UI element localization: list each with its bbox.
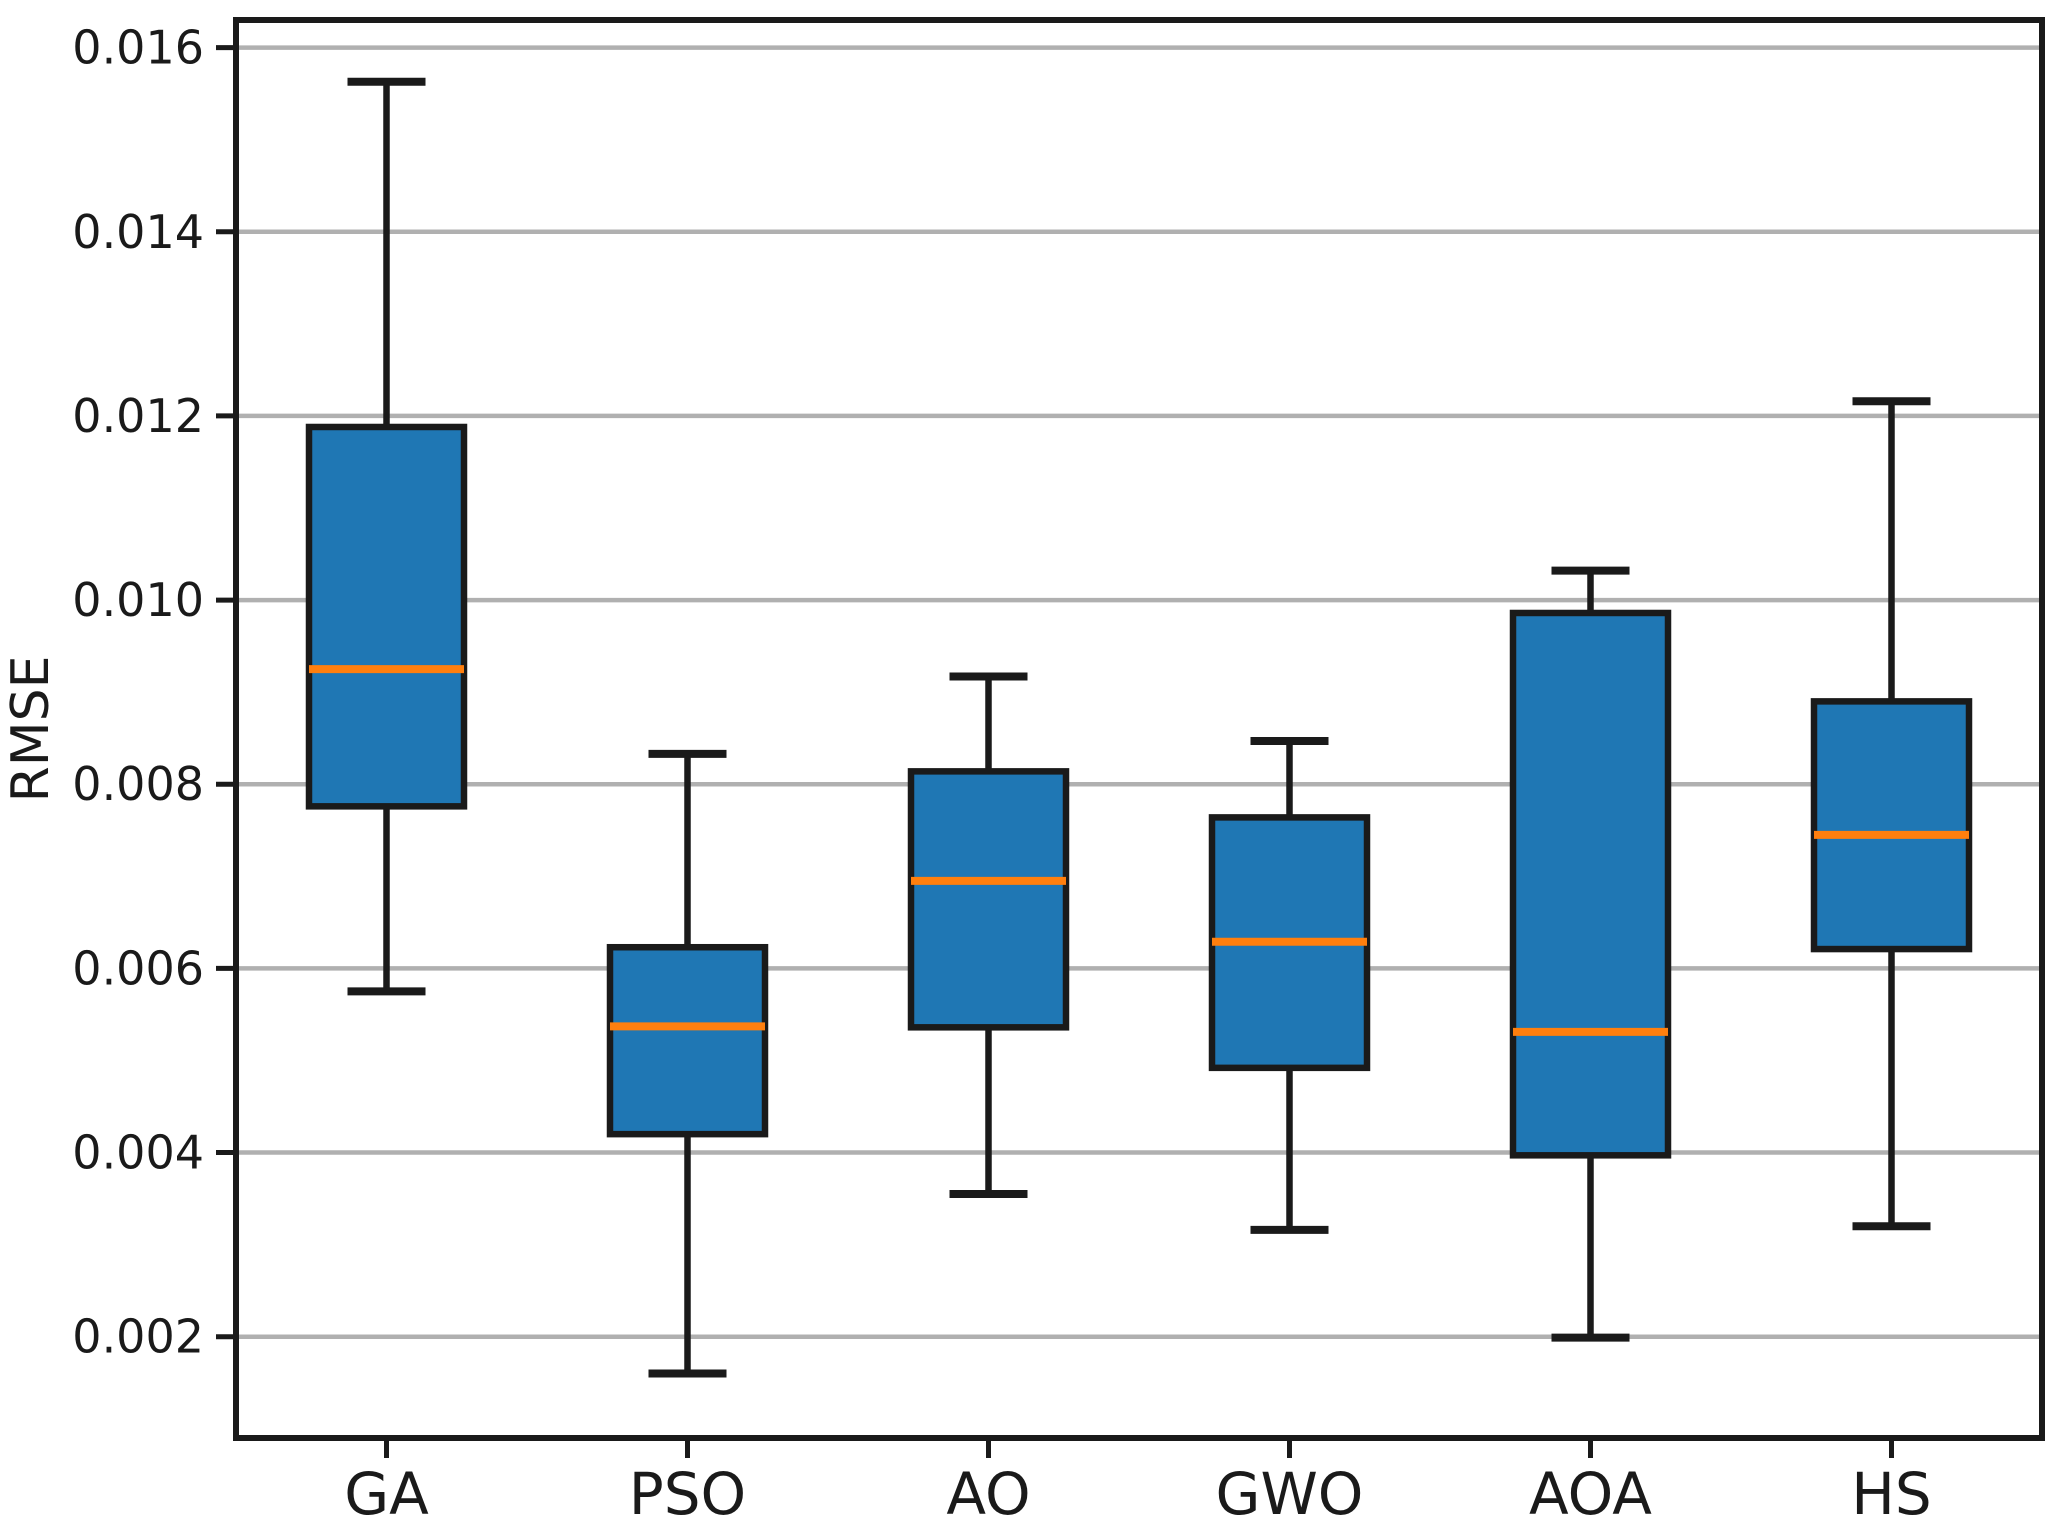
x-tick-label-HS: HS [1851,1460,1931,1527]
box-group-HS [1810,397,1973,1231]
grid-layer [236,45,2042,1339]
box-group-PSO [606,749,769,1378]
y-tick-label-0.002: 0.002 [72,1310,204,1364]
y-tick-label-0.016: 0.016 [72,21,204,75]
y-tick-label-0.008: 0.008 [72,757,204,811]
x-tick-label-GWO: GWO [1216,1460,1364,1527]
y-axis-label: RMSE [1,656,61,803]
box-group-AOA [1509,566,1672,1342]
y-tick-label-0.004: 0.004 [72,1126,204,1180]
iqr-box-AOA [1509,609,1672,1159]
x-tick-label-PSO: PSO [629,1460,746,1527]
axis-layer: GA PSO AO GWO AOA HS 0.002 0.004 0.006 0.008 0.010… [72,17,2045,1527]
x-tick-label-AO: AO [946,1460,1030,1527]
iqr-box-GA [305,423,468,810]
box-group-GWO [1208,736,1371,1234]
y-tick-label-0.012: 0.012 [72,389,204,443]
box-group-AO [907,672,1070,1198]
x-tick-label-AOA: AOA [1529,1460,1652,1527]
y-tick-label-0.006: 0.006 [72,941,204,995]
box-group-GA [305,77,468,996]
y-tick-label-0.014: 0.014 [72,205,204,259]
iqr-box-AO [907,768,1070,1031]
iqr-box-PSO [606,943,769,1138]
y-tick-label-0.010: 0.010 [72,573,204,627]
iqr-box-HS [1810,698,1973,953]
x-tick-label-GA: GA [344,1460,429,1527]
box-layer [305,77,1973,1378]
axes-border [233,17,2045,1441]
